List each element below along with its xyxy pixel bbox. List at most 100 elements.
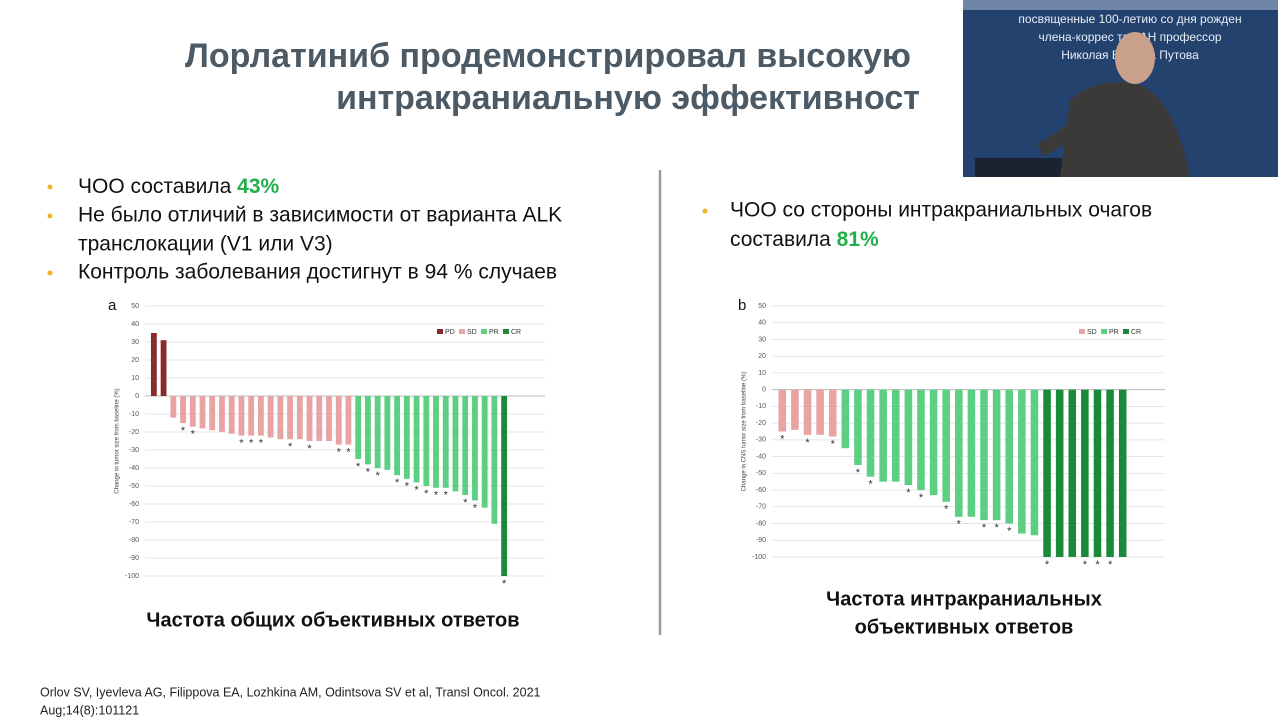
bar-marker: * bbox=[191, 429, 196, 441]
y-tick-label: 10 bbox=[131, 375, 139, 382]
video-text: посвященные 100-летию со дня рожден bbox=[1018, 12, 1241, 26]
bar bbox=[365, 396, 371, 465]
speaker-head bbox=[1115, 32, 1155, 84]
bullet-dot bbox=[47, 270, 53, 276]
bar-marker: * bbox=[1007, 525, 1012, 537]
legend-swatch bbox=[481, 329, 487, 334]
bar-marker: * bbox=[346, 447, 351, 459]
legend-label: SD bbox=[467, 329, 477, 336]
bar-marker: * bbox=[473, 502, 478, 514]
bar-marker: * bbox=[424, 488, 429, 500]
bullet-text: Не было отличий в зависимости от вариант… bbox=[78, 204, 562, 227]
chart: b Change in CNS tumor size from baseline … bbox=[738, 297, 1165, 571]
y-tick-label: -90 bbox=[129, 555, 139, 562]
bar-marker: * bbox=[181, 425, 186, 437]
bar bbox=[904, 389, 913, 486]
bar bbox=[199, 396, 206, 429]
legend-swatch bbox=[1079, 329, 1085, 334]
bar-marker: * bbox=[906, 487, 911, 499]
bar-marker: * bbox=[239, 438, 244, 450]
y-tick-label: 40 bbox=[131, 321, 139, 328]
bar bbox=[287, 396, 293, 440]
bar bbox=[841, 389, 850, 449]
chart: a Change in tumor size from baseline (%) 5… bbox=[108, 297, 545, 590]
legend-label: PD bbox=[445, 329, 455, 336]
bar-marker: * bbox=[919, 492, 924, 504]
y-tick-label: -50 bbox=[129, 483, 139, 490]
y-tick-label: -70 bbox=[756, 504, 766, 511]
bar bbox=[791, 389, 799, 430]
bar bbox=[992, 389, 1001, 521]
bar-marker: * bbox=[831, 438, 836, 450]
bar bbox=[816, 389, 824, 435]
bar bbox=[1093, 389, 1102, 557]
bar bbox=[189, 396, 196, 427]
banner-strip bbox=[963, 0, 1278, 10]
bar bbox=[326, 396, 332, 441]
y-axis-label: Change in CNS tumor size from baseline (… bbox=[742, 372, 748, 492]
y-tick-label: -60 bbox=[129, 501, 139, 508]
y-tick-label: -90 bbox=[756, 537, 766, 544]
y-tick-label: -20 bbox=[129, 429, 139, 436]
bar bbox=[374, 396, 381, 468]
bar bbox=[1068, 389, 1077, 557]
bar bbox=[980, 389, 988, 521]
y-tick-label: 50 bbox=[758, 303, 766, 310]
y-tick-label: 30 bbox=[131, 339, 139, 346]
y-tick-label: -100 bbox=[752, 554, 766, 561]
bar bbox=[1118, 389, 1127, 557]
bar bbox=[170, 396, 177, 418]
bar-marker: * bbox=[957, 519, 962, 531]
bar bbox=[1055, 389, 1064, 557]
caption: Частота общих объективных ответов bbox=[146, 609, 519, 631]
speaker-arm bbox=[1036, 114, 1090, 157]
y-tick-label: -40 bbox=[756, 453, 766, 460]
legend-swatch bbox=[1101, 329, 1107, 334]
bar bbox=[854, 389, 862, 465]
bar-marker: * bbox=[414, 484, 419, 496]
bar bbox=[345, 396, 352, 445]
bullet-text: транслокации (V1 или V3) bbox=[78, 233, 333, 256]
bar bbox=[257, 396, 264, 436]
y-tick-label: -30 bbox=[756, 437, 766, 444]
bar bbox=[150, 333, 157, 396]
speaker-body bbox=[1060, 82, 1190, 177]
y-tick-label: -80 bbox=[756, 520, 766, 527]
bar-marker: * bbox=[337, 447, 342, 459]
bar bbox=[967, 389, 976, 517]
panel-label: b bbox=[738, 297, 746, 314]
bar-marker: * bbox=[307, 443, 312, 455]
legend-swatch bbox=[503, 329, 509, 334]
caption: Частота интракраниальных bbox=[826, 588, 1102, 610]
bar bbox=[917, 389, 925, 491]
bar bbox=[248, 396, 255, 436]
bar bbox=[481, 396, 488, 508]
bar-marker: * bbox=[259, 438, 264, 450]
bar bbox=[955, 389, 963, 517]
bar-marker: * bbox=[856, 467, 861, 479]
bar-marker: * bbox=[405, 481, 410, 493]
bar bbox=[316, 396, 323, 441]
bar bbox=[335, 396, 342, 445]
bar bbox=[160, 340, 167, 396]
bar-marker: * bbox=[395, 477, 400, 489]
y-tick-label: -10 bbox=[129, 411, 139, 418]
bar bbox=[491, 396, 498, 524]
legend-label: PR bbox=[1109, 329, 1119, 336]
bar bbox=[929, 389, 938, 496]
y-tick-label: -70 bbox=[129, 519, 139, 526]
bar bbox=[866, 389, 875, 477]
bar bbox=[277, 396, 284, 440]
y-tick-label: 0 bbox=[762, 387, 766, 394]
bar bbox=[228, 396, 235, 434]
bar bbox=[267, 396, 274, 438]
bar bbox=[501, 396, 508, 576]
legend-swatch bbox=[459, 329, 465, 334]
highlight: 43% bbox=[237, 175, 279, 198]
title-line: Лорлатиниб продемонстрировал высокую bbox=[185, 37, 911, 75]
bar-marker: * bbox=[434, 490, 439, 502]
y-tick-label: 0 bbox=[135, 393, 139, 400]
caption: объективных ответов bbox=[855, 616, 1074, 638]
y-tick-label: -80 bbox=[129, 537, 139, 544]
